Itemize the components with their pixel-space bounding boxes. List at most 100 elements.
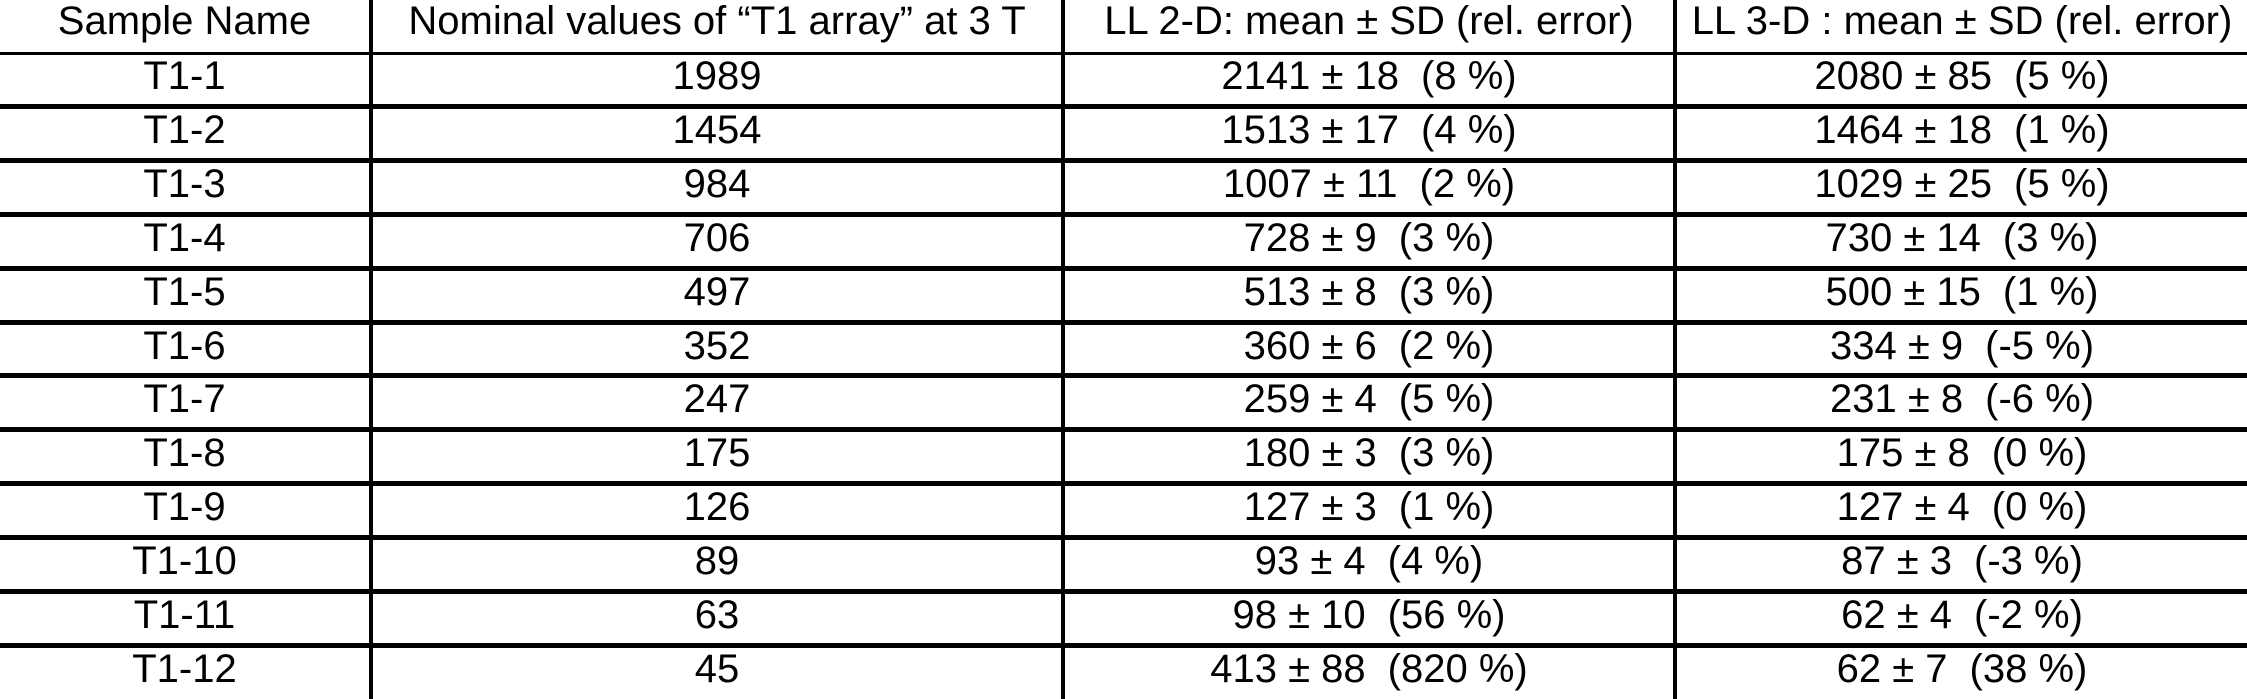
ll2d-rel-error: (820 %) (1387, 646, 1528, 691)
cell-ll3d: 62 ± 4 (-2 %) (1675, 591, 2247, 648)
ll3d-mean-sd: 62 ± 4 (1841, 592, 1953, 637)
cell-sample-name: T1-12 (0, 645, 373, 699)
ll3d-mean-sd: 2080 ± 85 (1814, 53, 1993, 98)
table-row: T1-2 1454 1513 ± 17 (4 %) 1464 ± 18 (1 %) (0, 106, 2247, 164)
cell-nominal-value: 63 (371, 591, 1065, 648)
ll3d-mean-sd: 231 ± 8 (1829, 377, 1964, 422)
table-row: T1-4 706 728 ± 9 (3 %) 730 ± 14 (3 %) (0, 214, 2247, 271)
table-row: T1-12 45 413 ± 88 (820 %) 62 ± 7 (38 %) (0, 645, 2247, 699)
ll2d-rel-error: (1 %) (1398, 485, 1495, 530)
table-row: T1-9 126 127 ± 3 (1 %) 127 ± 4 (0 %) (0, 483, 2247, 540)
ll2d-mean-sd: 728 ± 9 (1243, 215, 1377, 260)
cell-ll3d: 1464 ± 18 (1 %) (1675, 106, 2247, 164)
cell-nominal-value: 45 (371, 645, 1065, 699)
ll3d-mean-sd: 87 ± 3 (1841, 538, 1953, 583)
cell-ll2d: 728 ± 9 (3 %) (1063, 214, 1677, 271)
cell-nominal-value: 352 (371, 322, 1065, 379)
cell-sample-name: T1-10 (0, 537, 373, 594)
column-header-nominal-values: Nominal values of “T1 array” at 3 T (371, 0, 1065, 55)
cell-sample-name: T1-5 (0, 268, 373, 325)
cell-ll3d: 231 ± 8 (-6 %) (1675, 375, 2247, 433)
cell-ll3d: 1029 ± 25 (5 %) (1675, 160, 2247, 217)
cell-ll3d: 127 ± 4 (0 %) (1675, 483, 2247, 540)
ll3d-rel-error: (1 %) (2002, 269, 2099, 314)
cell-ll2d: 360 ± 6 (2 %) (1063, 322, 1677, 379)
ll3d-mean-sd: 1029 ± 25 (1814, 162, 1993, 207)
ll2d-mean-sd: 93 ± 4 (1254, 538, 1366, 583)
cell-ll2d: 180 ± 3 (3 %) (1063, 429, 1677, 487)
cell-sample-name: T1-9 (0, 483, 373, 540)
ll2d-mean-sd: 413 ± 88 (1210, 646, 1366, 691)
cell-ll3d: 730 ± 14 (3 %) (1675, 214, 2247, 271)
cell-ll3d: 62 ± 7 (38 %) (1675, 645, 2247, 699)
table-row: T1-11 63 98 ± 10 (56 %) 62 ± 4 (-2 %) (0, 591, 2247, 648)
cell-sample-name: T1-2 (0, 106, 373, 164)
table-row: T1-6 352 360 ± 6 (2 %) 334 ± 9 (-5 %) (0, 322, 2247, 379)
cell-ll2d: 2141 ± 18 (8 %) (1063, 53, 1677, 110)
ll2d-mean-sd: 1007 ± 11 (1222, 162, 1398, 207)
ll2d-mean-sd: 127 ± 3 (1243, 485, 1377, 530)
ll3d-rel-error: (-5 %) (1985, 323, 2095, 368)
ll2d-rel-error: (3 %) (1398, 215, 1495, 260)
table-row: T1-5 497 513 ± 8 (3 %) 500 ± 15 (1 %) (0, 268, 2247, 325)
ll2d-rel-error: (4 %) (1421, 108, 1517, 153)
cell-sample-name: T1-3 (0, 160, 373, 217)
ll3d-rel-error: (-2 %) (1974, 592, 2083, 637)
ll3d-mean-sd: 175 ± 8 (1836, 431, 1970, 476)
ll3d-rel-error: (1 %) (2014, 108, 2110, 153)
cell-nominal-value: 89 (371, 537, 1065, 594)
ll2d-rel-error: (2 %) (1398, 323, 1495, 368)
cell-ll2d: 93 ± 4 (4 %) (1063, 537, 1677, 594)
ll2d-rel-error: (56 %) (1387, 592, 1506, 637)
ll3d-rel-error: (5 %) (2014, 53, 2110, 98)
ll2d-mean-sd: 360 ± 6 (1243, 323, 1377, 368)
cell-ll2d: 1513 ± 17 (4 %) (1063, 106, 1677, 164)
cell-ll3d: 2080 ± 85 (5 %) (1675, 53, 2247, 110)
table-row: T1-3 984 1007 ± 11 (2 %) 1029 ± 25 (5 %) (0, 160, 2247, 217)
cell-sample-name: T1-11 (0, 591, 373, 648)
column-header-ll-2d: LL 2-D: mean ± SD (rel. error) (1063, 0, 1677, 55)
ll2d-mean-sd: 2141 ± 18 (1221, 53, 1400, 98)
cell-sample-name: T1-6 (0, 322, 373, 379)
ll3d-mean-sd: 334 ± 9 (1829, 323, 1964, 368)
ll2d-mean-sd: 513 ± 8 (1243, 269, 1377, 314)
cell-sample-name: T1-8 (0, 429, 373, 487)
ll3d-rel-error: (0 %) (1991, 431, 2088, 476)
table-row: T1-7 247 259 ± 4 (5 %) 231 ± 8 (-6 %) (0, 375, 2247, 433)
ll3d-mean-sd: 500 ± 15 (1825, 269, 1981, 314)
ll3d-rel-error: (38 %) (1969, 646, 2088, 691)
ll3d-rel-error: (3 %) (2002, 215, 2099, 260)
column-header-sample-name: Sample Name (0, 0, 373, 55)
ll2d-mean-sd: 98 ± 10 (1232, 592, 1366, 637)
ll3d-rel-error: (-3 %) (1974, 538, 2083, 583)
ll3d-rel-error: (0 %) (1991, 485, 2088, 530)
ll3d-mean-sd: 62 ± 7 (1836, 646, 1948, 691)
cell-ll2d: 127 ± 3 (1 %) (1063, 483, 1677, 540)
cell-nominal-value: 126 (371, 483, 1065, 540)
ll2d-mean-sd: 1513 ± 17 (1221, 108, 1400, 153)
ll2d-rel-error: (5 %) (1398, 377, 1495, 422)
ll2d-mean-sd: 259 ± 4 (1243, 377, 1377, 422)
ll2d-rel-error: (3 %) (1398, 431, 1495, 476)
cell-ll3d: 334 ± 9 (-5 %) (1675, 322, 2247, 379)
ll3d-rel-error: (-6 %) (1985, 377, 2095, 422)
cell-nominal-value: 984 (371, 160, 1065, 217)
ll2d-mean-sd: 180 ± 3 (1243, 431, 1377, 476)
cell-nominal-value: 706 (371, 214, 1065, 271)
cell-ll3d: 500 ± 15 (1 %) (1675, 268, 2247, 325)
column-header-ll-3d: LL 3-D : mean ± SD (rel. error) (1675, 0, 2247, 55)
table-row: T1-1 1989 2141 ± 18 (8 %) 2080 ± 85 (5 %) (0, 53, 2247, 110)
cell-ll2d: 98 ± 10 (56 %) (1063, 591, 1677, 648)
table-row: T1-10 89 93 ± 4 (4 %) 87 ± 3 (-3 %) (0, 537, 2247, 594)
header-row: Sample Name Nominal values of “T1 array”… (0, 0, 2247, 55)
cell-sample-name: T1-7 (0, 375, 373, 433)
cell-ll2d: 513 ± 8 (3 %) (1063, 268, 1677, 325)
cell-nominal-value: 1989 (371, 53, 1065, 110)
ll3d-mean-sd: 1464 ± 18 (1814, 108, 1993, 153)
table-row: T1-8 175 180 ± 3 (3 %) 175 ± 8 (0 %) (0, 429, 2247, 487)
ll3d-mean-sd: 127 ± 4 (1836, 485, 1970, 530)
cell-ll2d: 259 ± 4 (5 %) (1063, 375, 1677, 433)
cell-sample-name: T1-1 (0, 53, 373, 110)
ll2d-rel-error: (2 %) (1419, 162, 1516, 207)
